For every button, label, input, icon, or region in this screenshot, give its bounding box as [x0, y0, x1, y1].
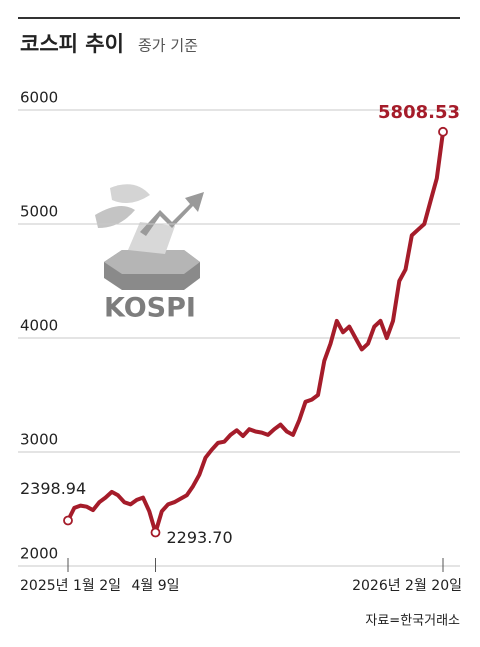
- point-marker: [63, 515, 73, 526]
- value-label: 2398.94: [20, 479, 86, 498]
- logo-arrow: [140, 192, 204, 236]
- series-line: [66, 131, 445, 535]
- logo-paper: [128, 222, 175, 254]
- point-marker: [150, 527, 161, 538]
- source: 자료=한국거래소: [365, 614, 460, 629]
- y-tick-label: 4000: [20, 317, 58, 335]
- y-tick-label: 5000: [20, 203, 58, 221]
- logo-leaf: [95, 206, 135, 228]
- logo-leaf: [110, 184, 150, 204]
- chart-subtitle: 종가 기준: [138, 37, 198, 55]
- x-tick-label: 2025년 1월 2일: [20, 578, 121, 594]
- value-label: 5808.53: [378, 102, 460, 123]
- logo-top: [104, 250, 200, 274]
- value-label: 2293.70: [167, 528, 233, 547]
- point-marker: [438, 126, 448, 137]
- y-tick-label: 6000: [20, 89, 58, 107]
- logo: KOSPI: [95, 184, 204, 324]
- x-tick-label: 2026년 2월 20일: [352, 578, 462, 594]
- x-tick-label: 4월 9일: [131, 578, 179, 594]
- y-tick-label: 2000: [20, 545, 58, 563]
- chart-title: 코스피 추이: [20, 32, 124, 56]
- logo-text: KOSPI: [104, 293, 196, 324]
- y-tick-label: 3000: [20, 431, 58, 449]
